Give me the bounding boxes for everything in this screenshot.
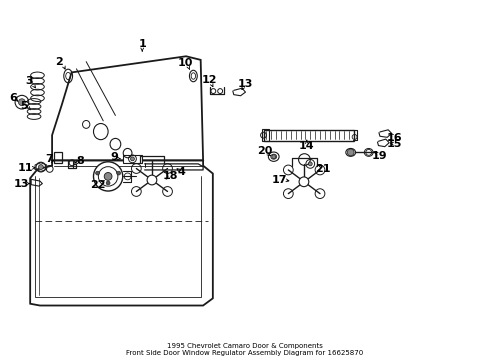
Text: 12: 12 <box>201 75 217 85</box>
Text: 7: 7 <box>45 154 52 164</box>
Text: 17: 17 <box>271 175 287 185</box>
Text: 1995 Chevrolet Camaro Door & Components
Front Side Door Window Regulator Assembl: 1995 Chevrolet Camaro Door & Components … <box>125 343 363 356</box>
Circle shape <box>96 171 99 175</box>
Polygon shape <box>52 56 203 160</box>
Bar <box>122 155 142 163</box>
Text: 6: 6 <box>9 93 17 103</box>
Text: 8: 8 <box>76 156 83 166</box>
Text: 20: 20 <box>257 146 272 156</box>
Text: 19: 19 <box>371 151 387 161</box>
Text: 13: 13 <box>14 179 29 189</box>
Text: 14: 14 <box>299 140 314 150</box>
Circle shape <box>130 157 134 161</box>
Circle shape <box>271 155 275 159</box>
Text: 11: 11 <box>18 163 33 173</box>
Circle shape <box>39 165 43 170</box>
Circle shape <box>299 177 308 187</box>
Text: 5: 5 <box>20 101 28 111</box>
Circle shape <box>104 172 112 180</box>
Text: 21: 21 <box>314 163 329 174</box>
Text: 2: 2 <box>56 57 63 67</box>
Circle shape <box>346 149 353 156</box>
Circle shape <box>307 162 311 166</box>
Text: 10: 10 <box>177 58 192 68</box>
Circle shape <box>93 162 122 191</box>
Circle shape <box>147 175 157 185</box>
Text: 4: 4 <box>177 167 185 177</box>
Text: 1: 1 <box>138 39 146 49</box>
Bar <box>261 129 268 141</box>
Bar <box>54 152 62 163</box>
Text: 13: 13 <box>237 79 253 89</box>
Text: 18: 18 <box>163 171 178 181</box>
Circle shape <box>117 171 121 175</box>
Polygon shape <box>30 160 212 306</box>
Text: 16: 16 <box>386 133 402 143</box>
Circle shape <box>19 99 25 105</box>
Text: 3: 3 <box>25 76 33 86</box>
Text: 15: 15 <box>386 139 402 149</box>
Bar <box>264 130 353 140</box>
Text: 9: 9 <box>110 152 118 162</box>
Circle shape <box>106 181 110 185</box>
Text: 22: 22 <box>90 180 106 190</box>
